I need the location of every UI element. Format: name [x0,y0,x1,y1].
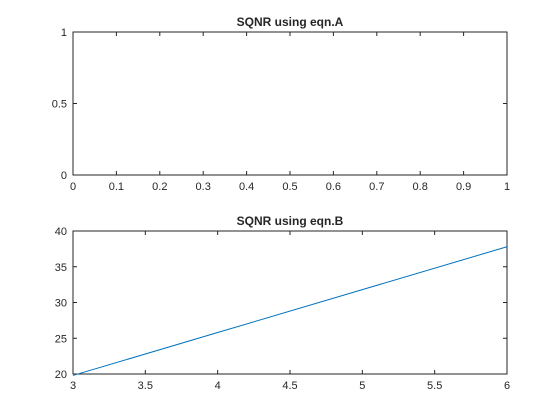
x-tick-label: 1 [504,181,510,193]
x-tick-label: 5 [359,380,365,392]
subplot-eqn-a: SQNR using eqn.A 0 0.1 0.2 0.3 0.4 0.5 0.6 0.7 0… [52,15,510,193]
series-group [72,246,508,376]
x-tick-label: 4 [215,380,221,392]
y-tick-labels: 20 25 30 35 40 [55,226,67,381]
x-tick-label: 0.9 [456,181,471,193]
y-tick-label: 25 [55,333,67,345]
x-tick-label: 6 [504,380,510,392]
y-tick-label: 1 [61,27,67,39]
tick-marks [72,230,508,375]
x-tick-labels: 3 3.5 4 4.5 5 5.5 6 [70,380,510,392]
y-tick-label: 40 [55,226,67,238]
x-tick-label: 5.5 [427,380,442,392]
x-tick-label: 0 [70,181,76,193]
x-tick-label: 3 [70,380,76,392]
x-tick-labels: 0 0.1 0.2 0.3 0.4 0.5 0.6 0.7 0.8 0.9 1 [70,181,510,193]
y-tick-label: 30 [55,298,67,310]
subplot-title: SQNR using eqn.B [237,214,344,228]
series-line [72,246,508,376]
axes-box [72,31,508,176]
y-tick-label: 0 [61,170,67,182]
y-tick-labels: 00.51 [52,27,67,182]
x-tick-label: 3.5 [138,380,153,392]
x-tick-label: 0.2 [152,181,167,193]
x-tick-label: 4.5 [282,380,297,392]
subplot-title: SQNR using eqn.A [237,15,344,29]
subplot-eqn-b: SQNR using eqn.B 3 3.5 4 4.5 5 5.5 6 20 25 30 35 4… [55,214,510,392]
x-tick-label: 0.7 [369,181,384,193]
y-tick-label: 35 [55,262,67,274]
x-tick-label: 0.4 [239,181,254,193]
x-tick-label: 0.8 [413,181,428,193]
y-tick-label: 0.5 [52,99,67,111]
x-tick-label: 0.5 [282,181,297,193]
tick-marks [72,31,508,176]
x-tick-label: 0.1 [109,181,124,193]
x-tick-label: 0.3 [196,181,211,193]
axes-box [72,230,508,375]
x-tick-label: 0.6 [326,181,341,193]
y-tick-label: 20 [55,369,67,381]
